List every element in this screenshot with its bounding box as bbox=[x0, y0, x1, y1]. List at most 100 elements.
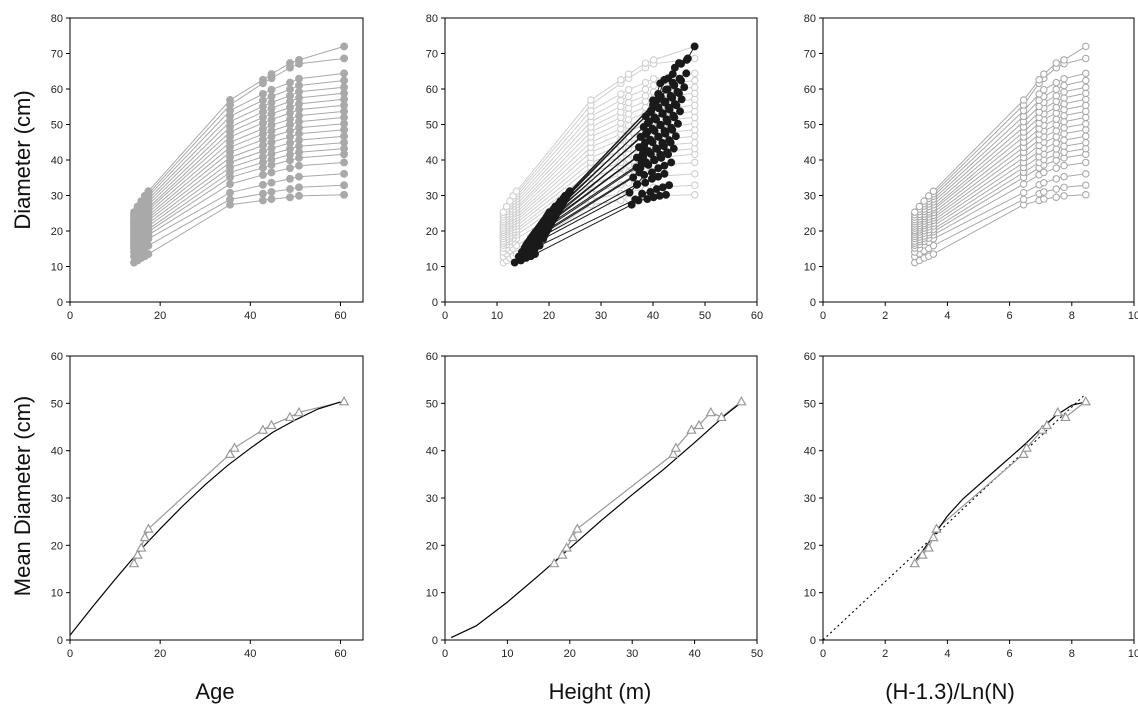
y-tick-label: 10 bbox=[804, 262, 816, 274]
data-point bbox=[133, 202, 142, 211]
data-point bbox=[627, 200, 636, 209]
background-point bbox=[617, 102, 625, 111]
data-point bbox=[267, 178, 276, 187]
data-point bbox=[632, 153, 641, 162]
data-point bbox=[286, 193, 294, 202]
data-point bbox=[664, 103, 673, 112]
background-point bbox=[617, 96, 625, 105]
data-point bbox=[1082, 126, 1090, 134]
data-point bbox=[648, 168, 656, 177]
x-tick-label: 20 bbox=[543, 310, 555, 322]
data-point bbox=[1082, 158, 1090, 167]
x-tick-label: 8 bbox=[1069, 310, 1075, 322]
data-point bbox=[662, 190, 670, 199]
data-point bbox=[639, 148, 648, 157]
y-tick-label: 40 bbox=[51, 155, 63, 167]
data-point bbox=[656, 121, 665, 130]
data-point bbox=[295, 87, 303, 96]
panel-bottom-middle: 0 10 20 30 40 50 60 0 10 20 30 40 50 bbox=[426, 351, 763, 660]
observed-point bbox=[686, 424, 697, 434]
data-point bbox=[910, 208, 919, 216]
data-point bbox=[258, 170, 267, 179]
data-point bbox=[674, 119, 682, 128]
background-point bbox=[649, 74, 658, 83]
data-point bbox=[665, 136, 674, 145]
y-tick-label: 60 bbox=[426, 84, 438, 96]
data-point bbox=[1060, 100, 1068, 108]
data-point bbox=[671, 132, 680, 141]
data-point bbox=[340, 119, 349, 128]
y-tick-label: 0 bbox=[810, 635, 816, 647]
data-point bbox=[929, 187, 938, 195]
data-point bbox=[1060, 183, 1068, 192]
panel-marks bbox=[130, 42, 349, 267]
observed-point bbox=[670, 442, 682, 452]
data-point bbox=[1052, 133, 1061, 141]
data-point bbox=[295, 81, 303, 90]
data-point bbox=[226, 188, 234, 197]
data-point bbox=[545, 208, 554, 217]
observed-point bbox=[143, 523, 154, 533]
series-line bbox=[914, 116, 1086, 233]
background-point bbox=[691, 144, 699, 153]
observed-point bbox=[923, 542, 934, 552]
data-point bbox=[1060, 74, 1068, 83]
background-point bbox=[649, 81, 658, 90]
data-point bbox=[340, 76, 349, 85]
data-point bbox=[1060, 88, 1068, 96]
background-point bbox=[624, 70, 633, 78]
data-point bbox=[1060, 111, 1068, 120]
y-tick-label: 10 bbox=[426, 262, 438, 274]
background-point bbox=[691, 76, 699, 85]
data-point bbox=[667, 123, 676, 132]
data-point bbox=[654, 172, 663, 181]
data-point bbox=[667, 158, 676, 167]
data-point bbox=[295, 74, 303, 83]
data-point bbox=[660, 169, 669, 178]
data-point bbox=[226, 195, 234, 204]
data-point bbox=[295, 183, 303, 192]
y-tick-label: 80 bbox=[426, 13, 438, 25]
observed-point bbox=[705, 406, 717, 417]
y-tick-label: 70 bbox=[804, 49, 816, 61]
background-point bbox=[691, 126, 699, 134]
data-point bbox=[1052, 85, 1061, 94]
data-point bbox=[1082, 95, 1090, 104]
data-point bbox=[1052, 115, 1061, 123]
data-point bbox=[340, 54, 349, 63]
background-point bbox=[691, 120, 699, 128]
observed-point bbox=[561, 542, 572, 552]
data-point bbox=[295, 55, 303, 64]
data-point bbox=[556, 197, 565, 206]
data-point bbox=[1082, 89, 1090, 98]
data-point bbox=[286, 174, 294, 183]
y-tick-label: 30 bbox=[51, 493, 63, 505]
data-point bbox=[1019, 180, 1028, 188]
background-point bbox=[624, 92, 633, 101]
data-point bbox=[286, 164, 294, 173]
plot-frame bbox=[822, 355, 1135, 641]
y-tick-label: 30 bbox=[51, 191, 63, 203]
data-point bbox=[641, 138, 650, 147]
background-point bbox=[587, 96, 595, 104]
y-tick-label: 20 bbox=[804, 540, 816, 552]
x-tick-label: 0 bbox=[67, 648, 73, 660]
data-point bbox=[1019, 96, 1028, 104]
y-tick-label: 0 bbox=[57, 297, 63, 309]
background-point bbox=[691, 107, 699, 116]
data-point bbox=[1060, 56, 1068, 64]
data-point bbox=[295, 136, 303, 145]
data-point bbox=[1060, 81, 1068, 90]
data-point bbox=[1060, 148, 1068, 156]
data-point bbox=[660, 98, 669, 107]
background-point bbox=[691, 138, 699, 147]
background-point bbox=[506, 197, 514, 205]
data-point bbox=[258, 96, 267, 105]
observed-point bbox=[548, 557, 560, 568]
background-point bbox=[691, 181, 699, 189]
data-point bbox=[1060, 123, 1068, 132]
row-label-bottom: Mean Diameter (cm) bbox=[10, 396, 35, 596]
data-point bbox=[662, 85, 670, 94]
observed-point bbox=[716, 411, 727, 422]
observed-point bbox=[1060, 411, 1071, 422]
